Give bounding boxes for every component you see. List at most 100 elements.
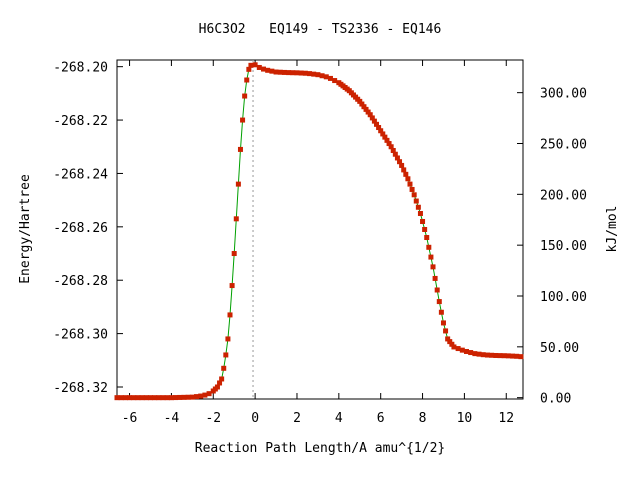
energy-point: [518, 354, 524, 360]
energy-point: [365, 109, 371, 115]
energy-point: [501, 353, 507, 359]
energy-point: [455, 346, 461, 352]
energy-point: [361, 104, 367, 110]
energy-point: [143, 395, 149, 401]
energy-point: [413, 198, 419, 204]
energy-point: [223, 352, 229, 358]
energy-point: [367, 112, 373, 118]
y2-tick-label: 150.00: [540, 239, 587, 254]
x-tick-label: 6: [377, 411, 385, 426]
energy-point: [244, 77, 250, 83]
energy-point: [160, 395, 166, 401]
energy-point: [390, 147, 396, 153]
y2-tick-label: 0.00: [540, 392, 571, 407]
energy-point: [202, 392, 208, 398]
energy-point: [401, 167, 407, 173]
energy-point: [164, 395, 170, 401]
energy-point: [428, 254, 434, 260]
energy-point: [242, 93, 248, 99]
energy-point: [185, 394, 191, 400]
energy-point: [424, 235, 430, 241]
energy-point: [237, 146, 243, 152]
energy-point: [436, 299, 442, 305]
energy-point: [319, 73, 325, 79]
y-axis-label: Energy/Hartree: [18, 174, 33, 284]
y-tick-label: -268.32: [53, 381, 108, 396]
energy-point: [135, 395, 141, 401]
energy-point: [147, 395, 153, 401]
energy-point: [386, 141, 392, 147]
energy-point: [302, 70, 308, 76]
energy-point: [426, 244, 432, 250]
energy-point: [173, 395, 179, 401]
energy-point: [417, 210, 423, 216]
energy-point: [392, 151, 398, 157]
energy-point: [152, 395, 158, 401]
plot-frame: [116, 59, 524, 400]
energy-point: [194, 394, 200, 400]
y2-axis-label: kJ/mol: [605, 206, 620, 253]
energy-point: [422, 227, 428, 232]
energy-point: [198, 393, 204, 399]
energy-point: [114, 395, 120, 401]
energy-point: [118, 395, 124, 401]
energy-point: [323, 74, 329, 80]
y2-tick-label: 200.00: [540, 188, 587, 203]
energy-point: [434, 287, 440, 293]
y2-tick-label: 300.00: [540, 87, 587, 102]
energy-point: [405, 176, 411, 182]
energy-point: [311, 71, 317, 77]
y-tick-label: -268.20: [53, 61, 108, 76]
energy-point: [298, 70, 304, 76]
energy-point: [394, 155, 400, 161]
energy-point: [493, 352, 499, 358]
energy-point: [514, 353, 520, 359]
y-axis-ticks: -268.32 -268.30 -268.28 -268.26 -268.24 -268.…: [53, 61, 123, 396]
energy-point: [327, 75, 333, 81]
y-tick-label: -268.28: [53, 274, 108, 289]
x-tick-label: 0: [251, 411, 259, 426]
x-axis-ticks: -6 -4 -2 0 2 4 6 8 10 12: [122, 60, 514, 426]
y-tick-label: -268.26: [53, 221, 108, 236]
energy-point: [374, 121, 380, 127]
energy-point: [122, 395, 128, 401]
energy-point: [273, 69, 279, 75]
energy-point: [189, 394, 195, 400]
x-axis-label: Reaction Path Length/A amu^{1/2}: [195, 441, 445, 456]
energy-point: [399, 162, 405, 168]
energy-point: [409, 186, 415, 192]
energy-point: [265, 67, 271, 73]
y-tick-label: -268.24: [53, 167, 108, 182]
energy-point: [131, 395, 137, 401]
energy-point: [497, 353, 503, 359]
energy-points: [114, 62, 524, 401]
x-tick-label: 10: [457, 411, 473, 426]
energy-point: [378, 128, 384, 134]
energy-point: [384, 137, 390, 143]
x-tick-label: -6: [122, 411, 138, 426]
energy-point: [415, 204, 421, 210]
x-tick-label: 8: [419, 411, 427, 426]
energy-point: [463, 348, 469, 354]
energy-point: [403, 171, 409, 177]
energy-point: [286, 70, 292, 76]
y2-tick-label: 250.00: [540, 137, 587, 152]
energy-point: [227, 312, 233, 318]
energy-point: [438, 309, 444, 315]
y-tick-label: -268.30: [53, 328, 108, 343]
energy-point: [307, 71, 313, 77]
energy-point: [225, 336, 231, 342]
energy-point: [217, 380, 223, 386]
energy-point: [214, 384, 220, 390]
y2-tick-label: 100.00: [540, 290, 587, 305]
energy-point: [407, 181, 413, 187]
energy-point: [363, 106, 369, 112]
x-tick-label: 2: [293, 411, 301, 426]
energy-point: [447, 339, 453, 345]
energy-point: [380, 131, 386, 137]
energy-point: [388, 144, 394, 150]
energy-point: [484, 352, 490, 358]
energy-point: [359, 101, 365, 107]
energy-point: [219, 376, 225, 382]
